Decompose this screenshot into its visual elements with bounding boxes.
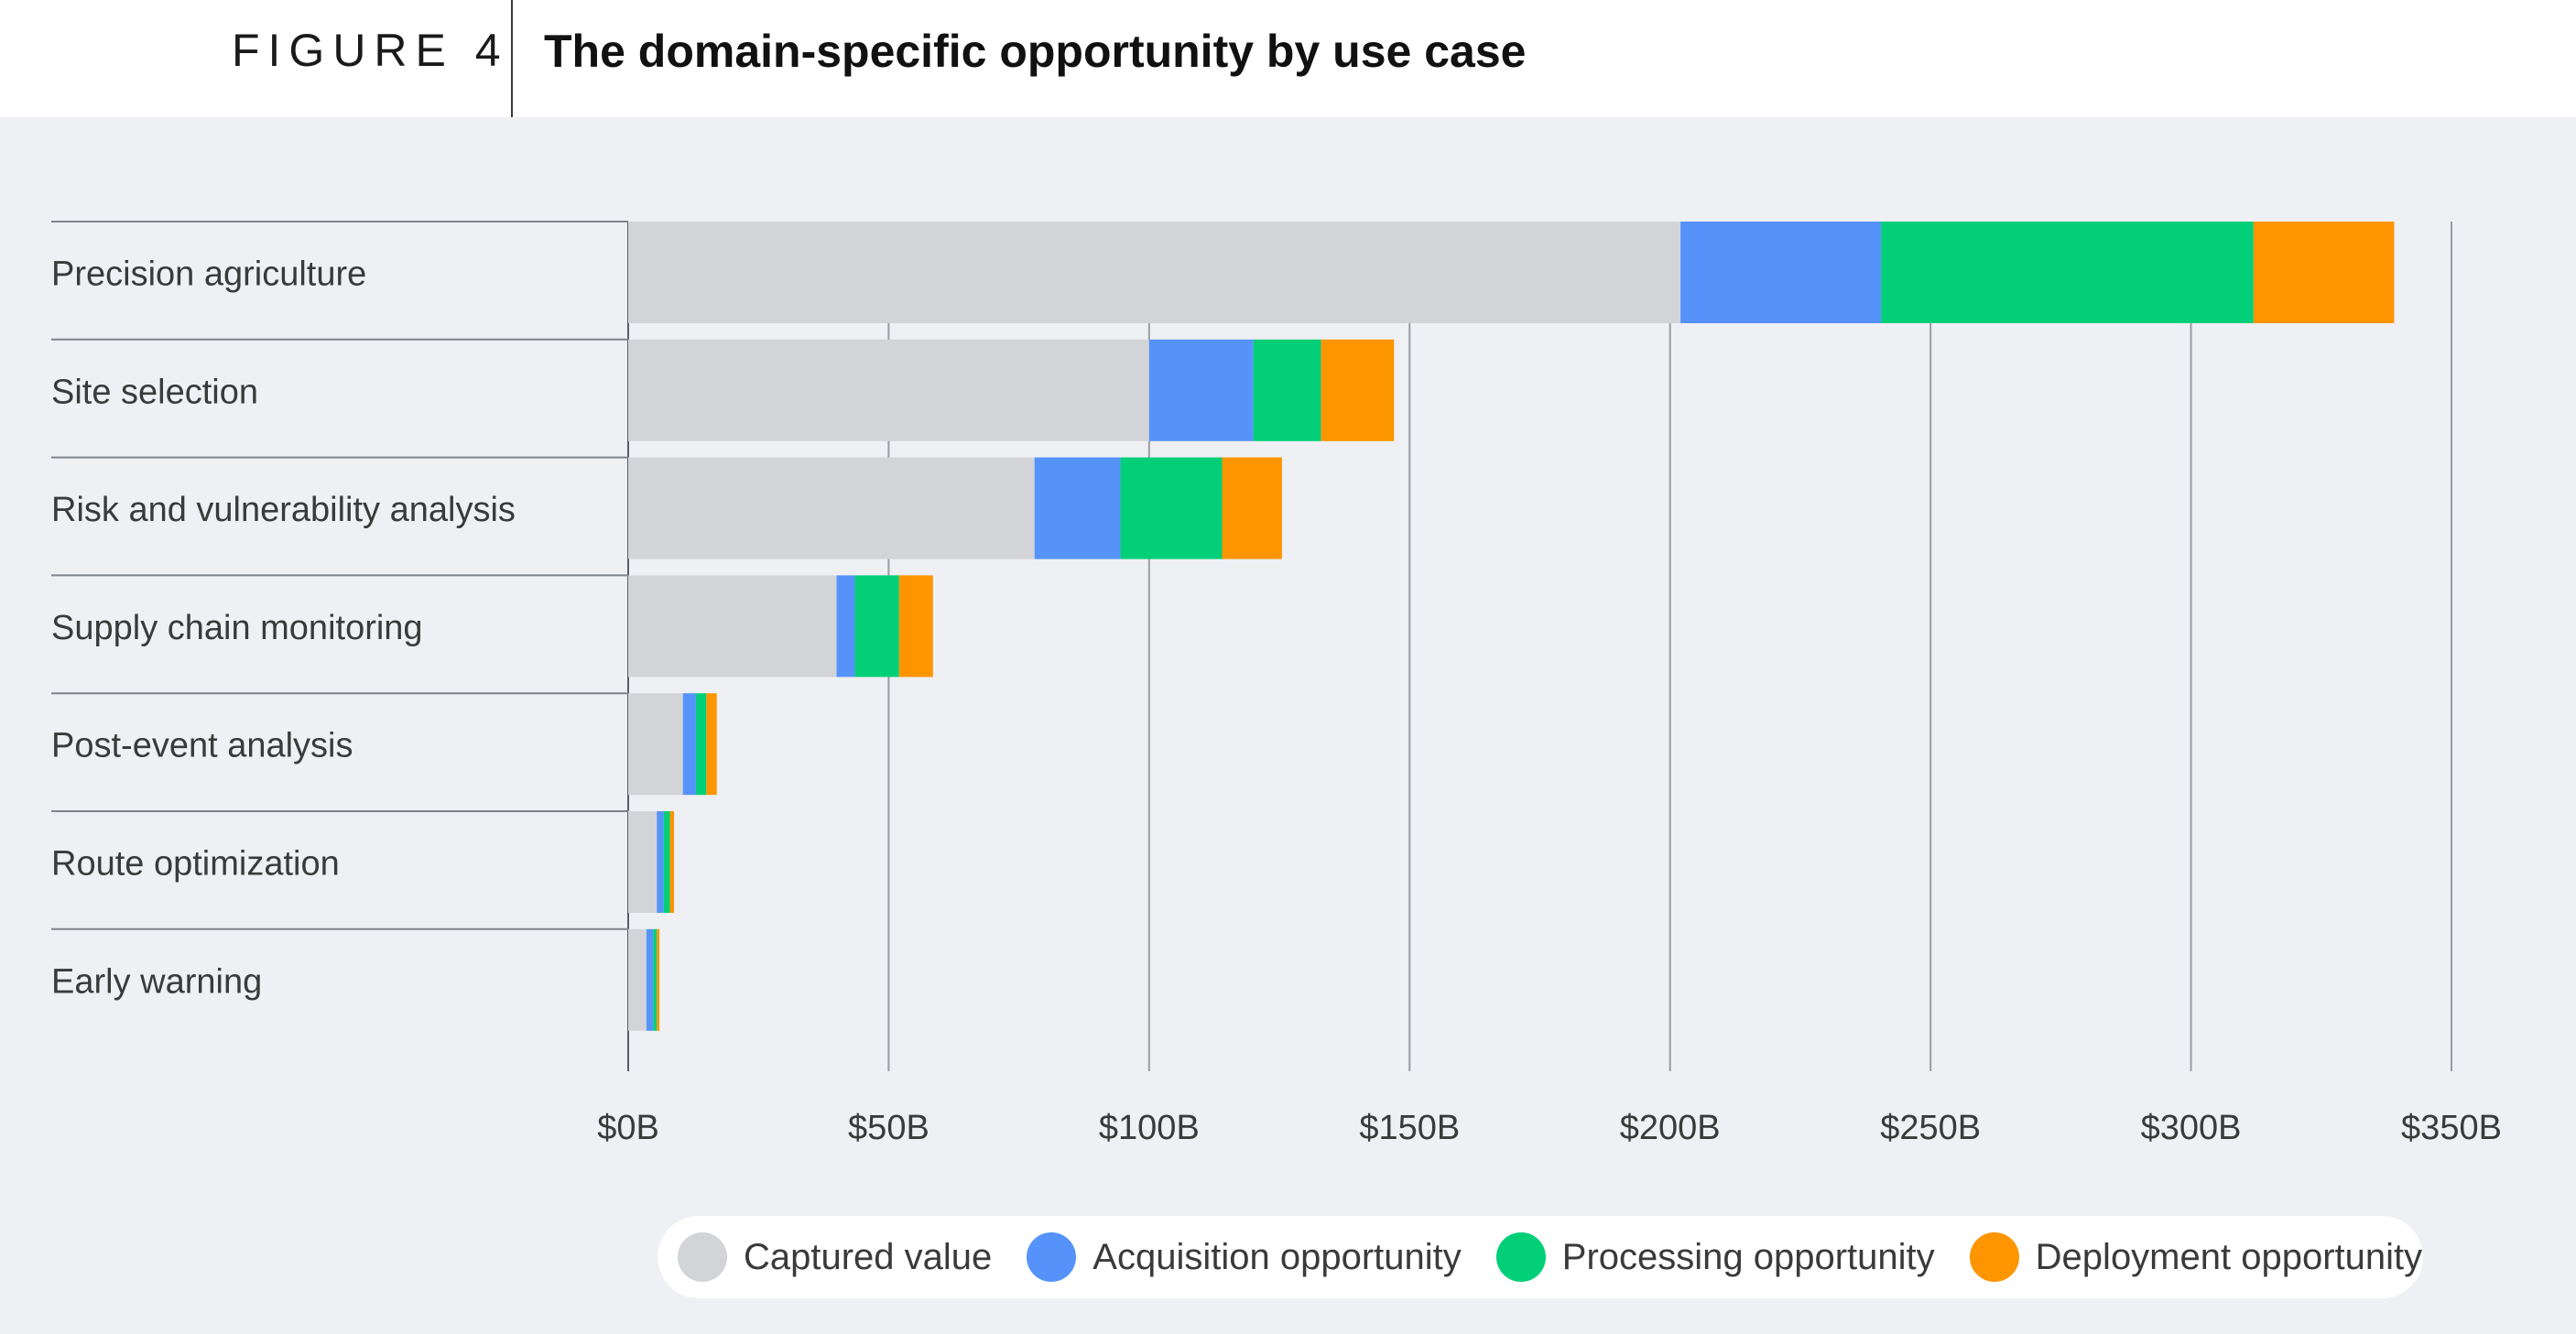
legend-item-processing: Processing opportunity (1495, 1232, 1935, 1282)
legend-item-acquisition: Acquisition opportunity (1027, 1232, 1462, 1282)
x-tick-label: $300B (2141, 1109, 2242, 1147)
header-divider (511, 0, 513, 117)
bar-segment (1321, 339, 1395, 441)
bar-segment (657, 811, 664, 913)
category-label: Route optimization (51, 845, 340, 884)
x-tick-label: $100B (1099, 1109, 1200, 1147)
bar-segment (628, 222, 1681, 323)
legend-swatch-processing (1495, 1232, 1546, 1282)
bar-segment (628, 575, 837, 678)
bar-segment (1222, 457, 1282, 559)
bar-segment (1148, 339, 1254, 441)
bar-segment (663, 811, 670, 913)
bar-segment (628, 457, 1035, 559)
legend-swatch-acquisition (1027, 1232, 1077, 1282)
legend-label-deployment: Deployment opportunity (2035, 1236, 2423, 1277)
bar-segment (657, 928, 660, 1031)
x-tick-label: $150B (1359, 1109, 1460, 1147)
x-tick-label: $50B (848, 1109, 929, 1147)
bar-segment (1680, 222, 1882, 323)
legend: Captured value Acquisition opportunity P… (658, 1216, 2423, 1298)
category-labels: Precision agriculture Site selection Risk … (51, 255, 516, 1002)
legend-label-acquisition: Acquisition opportunity (1092, 1236, 1462, 1277)
bar-segment (628, 928, 647, 1031)
figure-label: FIGURE 4 (232, 25, 509, 76)
bar-segment (1034, 457, 1121, 559)
bar-segment (898, 575, 933, 678)
x-tick-label: $250B (1880, 1109, 1981, 1147)
category-label: Precision agriculture (51, 255, 366, 294)
bar-segment (682, 693, 696, 796)
legend-item-deployment: Deployment opportunity (1969, 1232, 2423, 1282)
bar-segment (628, 339, 1149, 441)
x-tick-label: $350B (2401, 1109, 2502, 1147)
x-tick-label: $200B (1620, 1109, 1721, 1147)
figure-title: The domain-specific opportunity by use c… (544, 26, 1527, 77)
legend-label-processing: Processing opportunity (1561, 1236, 1935, 1277)
bar-segment (669, 811, 675, 913)
bar-segment (695, 693, 707, 796)
bar-segment (628, 693, 683, 796)
bars (628, 222, 2395, 1031)
category-label: Supply chain monitoring (51, 609, 423, 647)
bar-segment (1253, 339, 1321, 441)
figure-header: FIGURE 4 The domain-specific opportunity… (0, 0, 2576, 117)
bar-segment (854, 575, 899, 678)
category-label: Site selection (51, 373, 258, 411)
category-label: Early warning (51, 962, 262, 1001)
legend-item-captured: Captured value (678, 1232, 992, 1282)
legend-swatch-deployment (1969, 1232, 2019, 1282)
row-separators (51, 221, 628, 930)
x-tick-labels: $0B $50B $100B $150B $200B $250B $300B $350B (597, 1109, 2502, 1147)
stacked-bar-chart: Precision agriculture Site selection Risk … (51, 221, 2502, 1147)
bar-segment (2253, 222, 2395, 323)
bar-segment (646, 928, 654, 1031)
bar-segment (836, 575, 855, 678)
bar-segment (1881, 222, 2254, 323)
bar-segment (653, 928, 658, 1031)
legend-swatch-captured (678, 1232, 727, 1282)
category-label: Risk and vulnerability analysis (51, 491, 516, 529)
bar-segment (1120, 457, 1223, 559)
x-tick-label: $0B (597, 1109, 659, 1147)
category-label: Post-event analysis (51, 727, 353, 765)
legend-label-captured: Captured value (744, 1236, 993, 1277)
bar-segment (628, 811, 658, 913)
bar-segment (706, 693, 717, 796)
